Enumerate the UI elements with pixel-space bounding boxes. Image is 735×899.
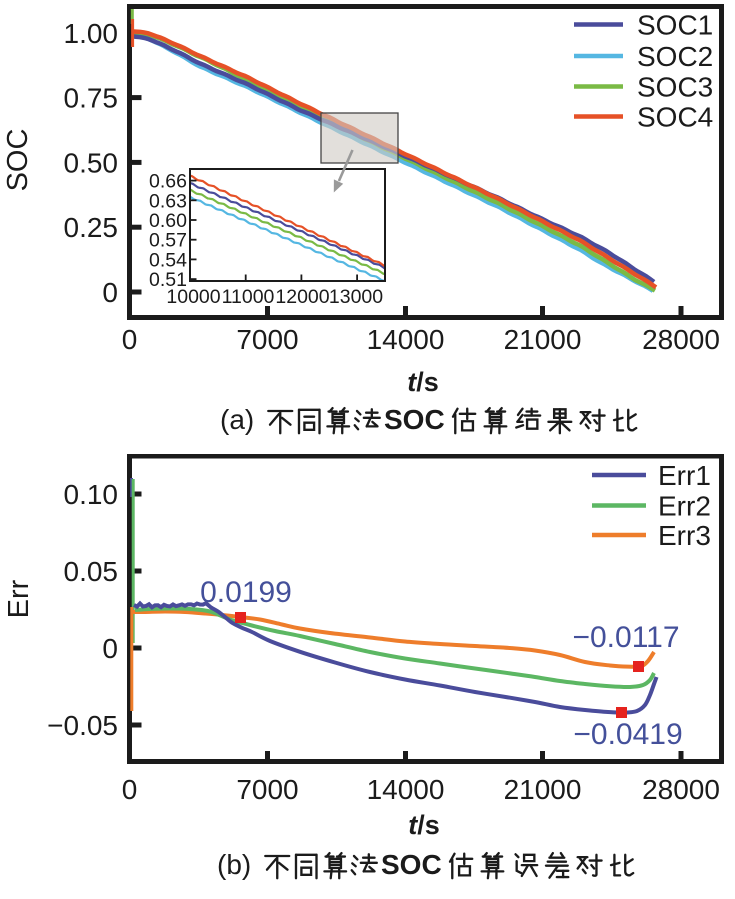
svg-text:14000: 14000 [367, 774, 445, 805]
svg-text:14000: 14000 [367, 324, 445, 355]
svg-text:10000: 10000 [166, 286, 220, 308]
svg-text:SOC: SOC [2, 129, 34, 192]
svg-text:0.60: 0.60 [149, 210, 187, 232]
svg-text:SOC3: SOC3 [637, 72, 713, 103]
svg-text:28000: 28000 [642, 324, 720, 355]
svg-text:0.50: 0.50 [64, 147, 119, 178]
svg-text:28000: 28000 [642, 774, 720, 805]
svg-text:21000: 21000 [504, 324, 582, 355]
svg-text:11000: 11000 [222, 286, 275, 308]
svg-text:t/s: t/s [407, 367, 439, 397]
svg-text:1.00: 1.00 [64, 18, 119, 49]
svg-text:7000: 7000 [236, 324, 298, 355]
svg-text:0.10: 0.10 [64, 479, 119, 510]
svg-text:7000: 7000 [236, 774, 298, 805]
svg-text:12000: 12000 [275, 286, 329, 308]
svg-text:(a): (a) [220, 404, 254, 435]
svg-text:−0.0117: −0.0117 [572, 621, 679, 654]
svg-text:0.05: 0.05 [64, 556, 119, 587]
svg-text:SOC2: SOC2 [637, 41, 713, 72]
svg-text:Err: Err [3, 579, 35, 618]
svg-text:Err2: Err2 [658, 491, 711, 522]
svg-text:0.54: 0.54 [149, 249, 187, 271]
svg-text:(b): (b) [217, 849, 251, 880]
svg-text:21000: 21000 [504, 774, 582, 805]
svg-text:0.57: 0.57 [149, 230, 187, 252]
svg-text:Err1: Err1 [658, 460, 711, 491]
svg-text:13000: 13000 [329, 286, 383, 308]
svg-text:0: 0 [102, 277, 118, 308]
svg-text:0: 0 [122, 324, 138, 355]
svg-text:0.63: 0.63 [149, 190, 187, 212]
svg-text:SOC: SOC [384, 404, 445, 435]
svg-text:Err3: Err3 [658, 520, 711, 551]
svg-text:0.25: 0.25 [64, 212, 119, 243]
svg-text:t/s: t/s [408, 810, 440, 840]
svg-text:SOC: SOC [381, 849, 442, 880]
svg-text:SOC1: SOC1 [637, 10, 713, 41]
svg-text:0.75: 0.75 [64, 83, 119, 114]
svg-text:SOC4: SOC4 [637, 102, 713, 133]
svg-text:0.66: 0.66 [149, 171, 187, 193]
svg-text:−0.05: −0.05 [47, 710, 118, 741]
svg-text:0.51: 0.51 [149, 269, 187, 291]
svg-text:0: 0 [102, 633, 118, 664]
svg-text:0: 0 [122, 774, 138, 805]
svg-text:−0.0419: −0.0419 [573, 718, 682, 751]
svg-text:0.0199: 0.0199 [200, 576, 292, 609]
